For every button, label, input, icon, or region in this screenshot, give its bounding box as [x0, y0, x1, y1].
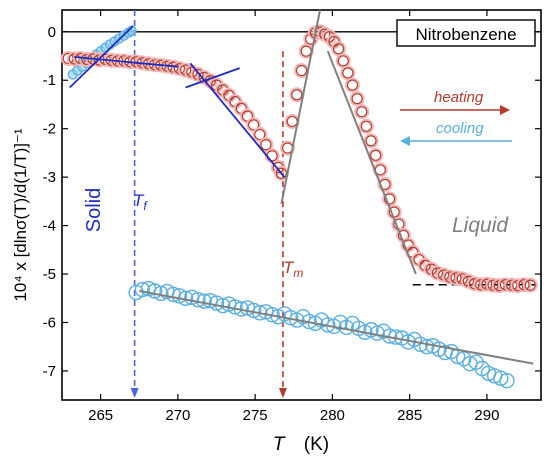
x-tick-label: 265 [88, 407, 113, 424]
heating-point-halo [258, 137, 274, 153]
heating-point-halo [289, 87, 305, 103]
cooling-point [418, 339, 435, 355]
heating-point-halo [335, 53, 351, 69]
cooling-point [499, 372, 515, 389]
heating-point [370, 149, 382, 161]
annotation-solid: Solid [83, 188, 105, 232]
heating-point [275, 167, 287, 179]
heating-point [260, 139, 272, 151]
heating-point-halo [358, 118, 374, 134]
heating-point [248, 119, 260, 131]
x-tick-label: 290 [474, 407, 499, 424]
annotation-tf: Tf [133, 191, 148, 213]
legend-cooling-label: cooling [436, 120, 484, 137]
heating-point-halo [354, 104, 370, 120]
tf-symbol: T [133, 191, 145, 210]
heating-point-halo [377, 176, 393, 192]
gray-fit-cooling [139, 290, 534, 365]
heating-point [356, 106, 368, 118]
heating-point-halo [349, 91, 365, 107]
heating-point [346, 79, 359, 91]
heating-point [300, 45, 312, 57]
heating-point [337, 55, 349, 67]
heating-point [333, 43, 345, 55]
heating-point [360, 120, 372, 132]
title-box [396, 19, 536, 47]
y-tick-label: -6 [43, 314, 56, 331]
tf-marker-arrow [130, 388, 139, 398]
heating-point-halo [331, 41, 347, 57]
y-tick-label: -5 [43, 266, 56, 283]
heating-point [286, 115, 298, 127]
y-tick-label: -1 [43, 72, 56, 89]
blue-fit-cross [185, 67, 240, 89]
heating-point-halo [344, 77, 360, 93]
legend-cooling-arrowhead [400, 136, 410, 146]
y-tick-label: -2 [43, 121, 56, 138]
x-axis-label: T (K) [273, 434, 329, 455]
chart-title: Nitrobenzene [415, 25, 516, 44]
y-tick-label: -3 [43, 169, 56, 186]
blue-fit-solid [69, 25, 134, 89]
x-tick-label: 275 [243, 407, 268, 424]
tf-subscript: f [143, 199, 148, 213]
gray-fit-fall [326, 50, 417, 275]
heating-point [524, 279, 536, 291]
heating-point-halo [340, 65, 356, 81]
x-tick-label: 270 [165, 407, 190, 424]
data-points [60, 9, 538, 389]
heating-point [365, 135, 377, 147]
plot-area-border [61, 9, 542, 401]
x-tick-label: 280 [320, 407, 345, 424]
heating-point [384, 193, 396, 205]
y-axis-label: 10⁴ x [dlnσ(T)/d(1/T)]⁻¹ [11, 128, 30, 302]
y-tick-label: -4 [43, 218, 56, 235]
heating-point-halo [363, 133, 379, 149]
blue-fit-flat [74, 56, 178, 68]
heating-point-halo [280, 140, 296, 156]
heating-point [254, 128, 266, 141]
heating-point [518, 279, 530, 291]
gray-fit-rise [280, 9, 322, 204]
heating-point [351, 93, 363, 105]
annotation-liquid: Liquid [452, 214, 509, 237]
blue-fit-steep [189, 62, 286, 178]
annotation-tm: Tm [283, 258, 303, 280]
x-axis-unit: (K) [304, 434, 329, 455]
tm-symbol: T [283, 258, 295, 277]
legend-heating-label: heating [434, 89, 484, 106]
transition-markers [130, 10, 287, 398]
tm-marker-arrow [278, 388, 287, 398]
heating-point-halo [516, 277, 532, 293]
heating-point [295, 65, 308, 77]
heating-point-halo [522, 277, 538, 293]
heating-point [342, 67, 354, 79]
x-axis-symbol: T [273, 434, 286, 455]
tm-subscript: m [293, 266, 303, 280]
heating-point [291, 89, 303, 101]
legend-heating-arrowhead [500, 105, 510, 115]
x-tick-label: 285 [397, 407, 422, 424]
cooling-point [134, 281, 151, 298]
y-tick-label: -7 [43, 363, 56, 380]
heating-point-halo [294, 63, 309, 79]
y-tick-label: 0 [48, 24, 56, 41]
